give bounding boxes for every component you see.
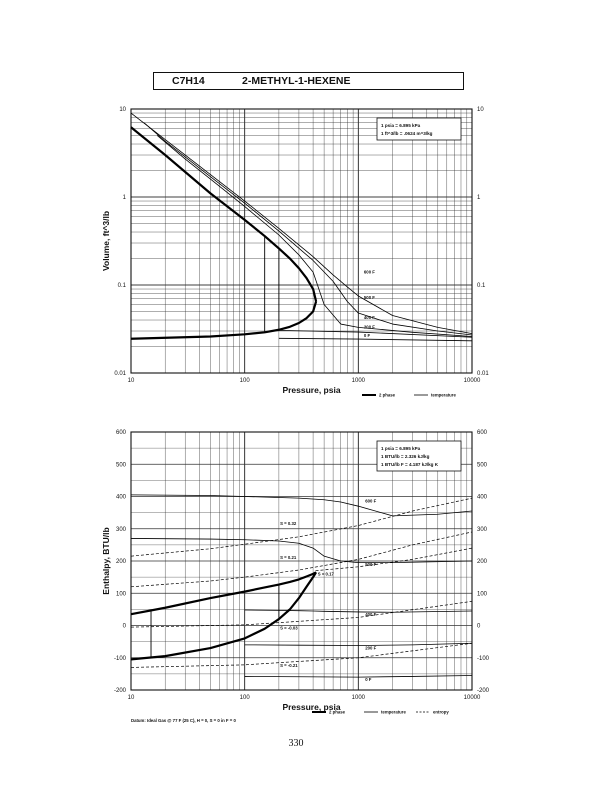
x-tick-label: 1000: [352, 378, 366, 384]
y-tick-label-right: 300: [477, 527, 488, 533]
series-line: [130, 571, 318, 661]
series-line: [278, 329, 473, 338]
conversion-text: 1 ft^3/lb = .0624 m^3/kg: [381, 131, 433, 136]
series-line: [130, 301, 318, 340]
conversion-box: [376, 440, 462, 472]
series-line: [143, 122, 473, 336]
series-line: [130, 494, 473, 517]
y-tick-label-right: 0: [477, 624, 481, 630]
isotherm-label: 200 F: [364, 325, 375, 330]
y-tick-label-left: 1: [123, 195, 127, 201]
isotherm-label: 400 F: [364, 315, 375, 320]
conversion-text: 1 psia = 6.895 kPa: [381, 446, 421, 451]
y-tick-label-left: 200: [116, 559, 127, 565]
series-line: [130, 112, 473, 335]
y-tick-label-left: 400: [116, 495, 127, 501]
page-number: 330: [288, 738, 304, 749]
conversion-text: 1 BTU/lb = 2.326 kJ/kg: [381, 454, 430, 459]
series-line: [130, 642, 473, 668]
legend-label: 2 phase: [329, 710, 346, 715]
isotherm-label: 600 F: [364, 270, 375, 275]
series-line: [244, 642, 473, 646]
legend: 2 phase temperature entropy: [312, 710, 449, 715]
y-tick-label-left: 10: [119, 107, 126, 113]
legend-label: entropy: [433, 710, 449, 715]
y-tick-label-left: -100: [114, 656, 127, 662]
y-tick-label-right: 0.1: [477, 283, 486, 289]
isotherm-label: 600 F: [365, 498, 376, 503]
x-axis-label: Pressure, psia: [282, 385, 340, 395]
series-line: [130, 600, 473, 628]
y-tick-label-right: 600: [477, 430, 488, 436]
isotherm-label: 400 F: [365, 612, 376, 617]
datum-footnote: Datum: Ideal Gas @ 77 F (25 C), H = 0, S…: [131, 718, 236, 723]
y-tick-label-left: -200: [114, 688, 127, 694]
compound-name: 2-METHYL-1-HEXENE: [242, 75, 351, 87]
y-tick-label-left: 0.1: [118, 283, 127, 289]
y-tick-label-left: 300: [116, 527, 127, 533]
conversion-text: 1 psia = 6.895 kPa: [381, 123, 421, 128]
grid: [130, 108, 473, 374]
y-tick-label-right: -100: [477, 656, 490, 662]
x-axis-label: Pressure, psia: [282, 702, 340, 712]
x-tick-label: 10: [128, 695, 135, 701]
y-tick-label-right: 200: [477, 559, 488, 565]
series-line: [244, 609, 473, 613]
y-tick-label-right: 400: [477, 495, 488, 501]
series-group: [130, 112, 473, 342]
plot-frame: [130, 108, 473, 374]
legend-label: temperature: [431, 393, 456, 398]
isotherm-label: 0 F: [364, 333, 371, 338]
x-tick-label: 100: [240, 378, 251, 384]
y-tick-label-left: 600: [116, 430, 127, 436]
series-line: [130, 126, 318, 302]
y-tick-label-right: 100: [477, 591, 488, 597]
x-tick-label: 10000: [464, 695, 481, 701]
isotherm-label: 200 F: [365, 646, 376, 651]
series-line: [278, 337, 473, 342]
x-tick-label: 1000: [352, 695, 366, 701]
chemical-formula: C7H14: [172, 75, 205, 87]
isotherm-label: 0 F: [365, 677, 372, 682]
y-tick-label-right: 1: [477, 195, 481, 201]
legend-label: temperature: [381, 710, 406, 715]
series-line: [130, 531, 473, 588]
legend-label: 2 phase: [379, 393, 396, 398]
y-tick-label-right: 500: [477, 462, 488, 468]
series-line: [244, 675, 473, 678]
isotherm-label: 500 F: [364, 295, 375, 300]
conversion-text: 1 BTU/lb F = 4.187 kJ/kg K: [381, 462, 439, 467]
entropy-label: S = -0.21: [280, 663, 298, 668]
entropy-label: S = -0.03: [280, 625, 298, 630]
y-tick-label-left: 100: [116, 591, 127, 597]
series-line: [130, 538, 473, 564]
x-tick-label: 100: [240, 695, 251, 701]
entropy-label: S = 0.21: [280, 555, 297, 560]
x-tick-label: 10000: [464, 378, 481, 384]
entropy-label: S = 0.17: [318, 572, 335, 577]
entropy-label: S = 0.32: [280, 521, 297, 526]
y-tick-label-right: 0.01: [477, 371, 489, 377]
series-line: [315, 547, 473, 572]
conversion-box: [376, 117, 462, 141]
chart-title-box: C7H14 2-METHYL-1-HEXENE: [153, 72, 464, 90]
isotherm-label: 500 F: [365, 562, 376, 567]
y-tick-label-left: 0.01: [114, 371, 126, 377]
y-tick-label-right: 10: [477, 107, 484, 113]
series-line: [156, 135, 473, 337]
y-tick-label-left: 500: [116, 462, 127, 468]
x-tick-label: 10: [128, 378, 135, 384]
y-tick-label-right: -200: [477, 688, 490, 694]
y-axis-label: Enthalpy, BTU/lb: [101, 527, 111, 594]
series-group: [130, 494, 473, 678]
series-line: [130, 571, 317, 616]
legend: 2 phase temperature: [362, 393, 456, 398]
series-line: [130, 497, 473, 557]
y-axis-label: Volume, ft^3/lb: [101, 211, 111, 271]
y-tick-label-left: 0: [123, 624, 127, 630]
